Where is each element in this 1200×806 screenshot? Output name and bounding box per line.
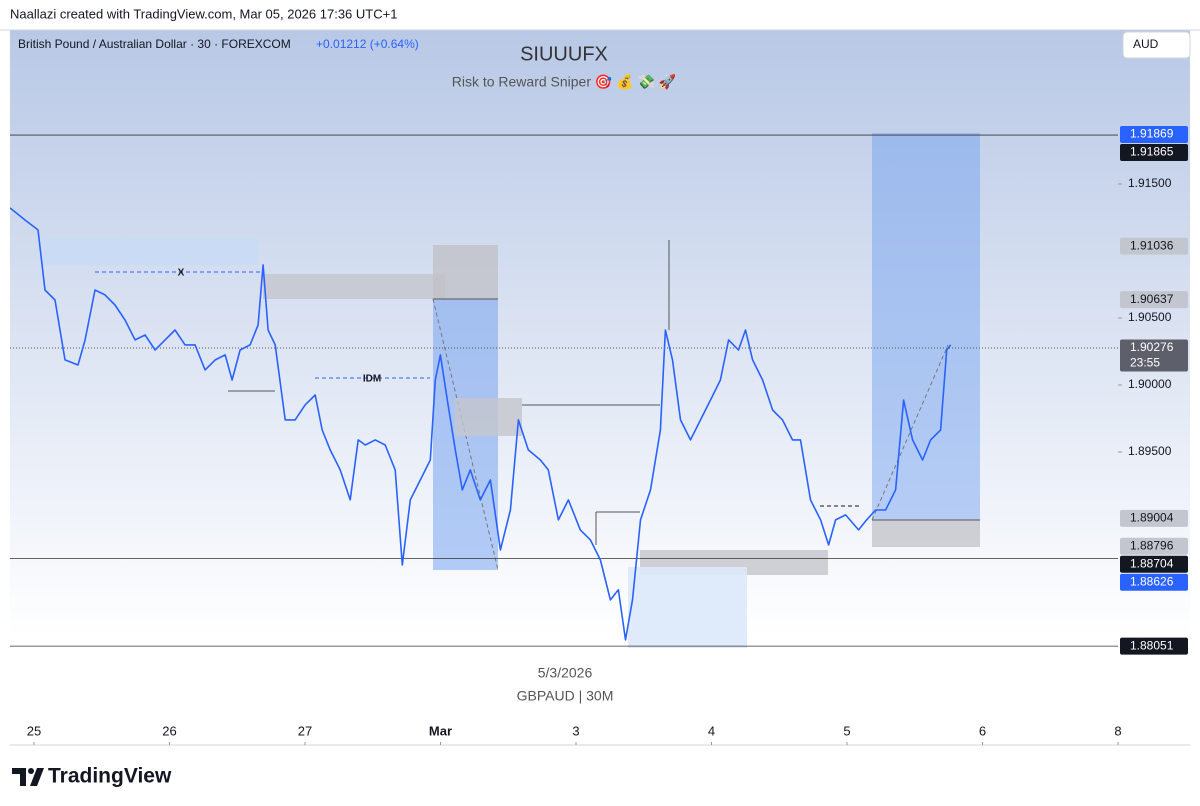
annotation: IDM: [363, 374, 381, 385]
price-badge-label: 1.90276: [1130, 340, 1174, 354]
price-badge: [1120, 237, 1188, 255]
y-tick-label: 1.90500: [1128, 310, 1172, 324]
price-badge-label: 1.91865: [1130, 145, 1174, 159]
x-tick-label: 4: [708, 723, 715, 738]
zone: [872, 133, 980, 520]
x-tick-label: 27: [298, 723, 312, 738]
change: +0.01212 (+0.64%): [316, 37, 419, 51]
x-tick-label: Mar: [429, 723, 452, 738]
price-badge: [1120, 291, 1188, 309]
zone: [628, 567, 747, 648]
price-badge-label: 1.91869: [1130, 127, 1174, 141]
x-tick-label: 26: [162, 723, 176, 738]
x-tick-label: 3: [572, 723, 579, 738]
logo-text: TradingView: [48, 765, 172, 788]
price-badge-label: 1.88051: [1130, 638, 1174, 652]
logo-mark: [12, 768, 44, 786]
zone: [43, 238, 258, 265]
price-badge: [1120, 555, 1188, 573]
plot: [10, 133, 1118, 648]
price-badge-label: 1.90637: [1130, 292, 1174, 306]
price-badge: [1120, 144, 1188, 162]
price-badge: [1120, 126, 1188, 144]
chart-title: SIUUUFX: [520, 43, 608, 65]
y-tick-label: 1.90000: [1128, 377, 1172, 391]
x-tick-label: 5: [843, 723, 850, 738]
price-badge: [1120, 637, 1188, 655]
price-badge: [1120, 537, 1188, 555]
annotation: 5/3/2026: [538, 665, 593, 681]
x-tick-label: 6: [979, 723, 986, 738]
dashed-line: [432, 298, 499, 571]
price-badge: [1120, 509, 1188, 527]
zone: [263, 274, 445, 299]
price-badge: [1120, 339, 1188, 372]
price-badge-label: 1.88796: [1130, 538, 1174, 552]
price-badge-label: 1.88626: [1130, 574, 1174, 588]
header-text: Naallazi created with TradingView.com, M…: [10, 6, 397, 21]
logo: TradingView: [12, 765, 172, 788]
zone: [872, 520, 980, 547]
price-badge-label: 1.88704: [1130, 556, 1174, 570]
zone: [455, 398, 522, 436]
y-tick-label: 1.89500: [1128, 444, 1172, 458]
drawings: [43, 133, 980, 648]
price-line-series: [10, 207, 952, 641]
price-badge-label: 1.91036: [1130, 238, 1174, 252]
countdown: 23:55: [1130, 356, 1160, 370]
x-tick-label: 8: [1114, 723, 1121, 738]
price-badge-label: 1.89004: [1130, 511, 1174, 525]
currency[interactable]: AUD: [1133, 37, 1159, 51]
chart-subtitle: Risk to Reward Sniper 🎯 💰 💸 🚀: [452, 74, 677, 91]
price-badge: [1120, 573, 1188, 591]
annotation: X: [178, 268, 185, 279]
symbol: British Pound / Australian Dollar · 30 ·…: [18, 37, 291, 51]
y-tick-label: 1.91500: [1128, 176, 1172, 190]
logo-mark: [28, 768, 34, 774]
annotation: GBPAUD | 30M: [517, 688, 614, 704]
chart-bg: [10, 30, 1190, 745]
x-tick-label: 25: [27, 723, 41, 738]
dashed-line: [871, 344, 949, 521]
zone: [433, 245, 498, 299]
currency-button[interactable]: [1122, 31, 1191, 59]
